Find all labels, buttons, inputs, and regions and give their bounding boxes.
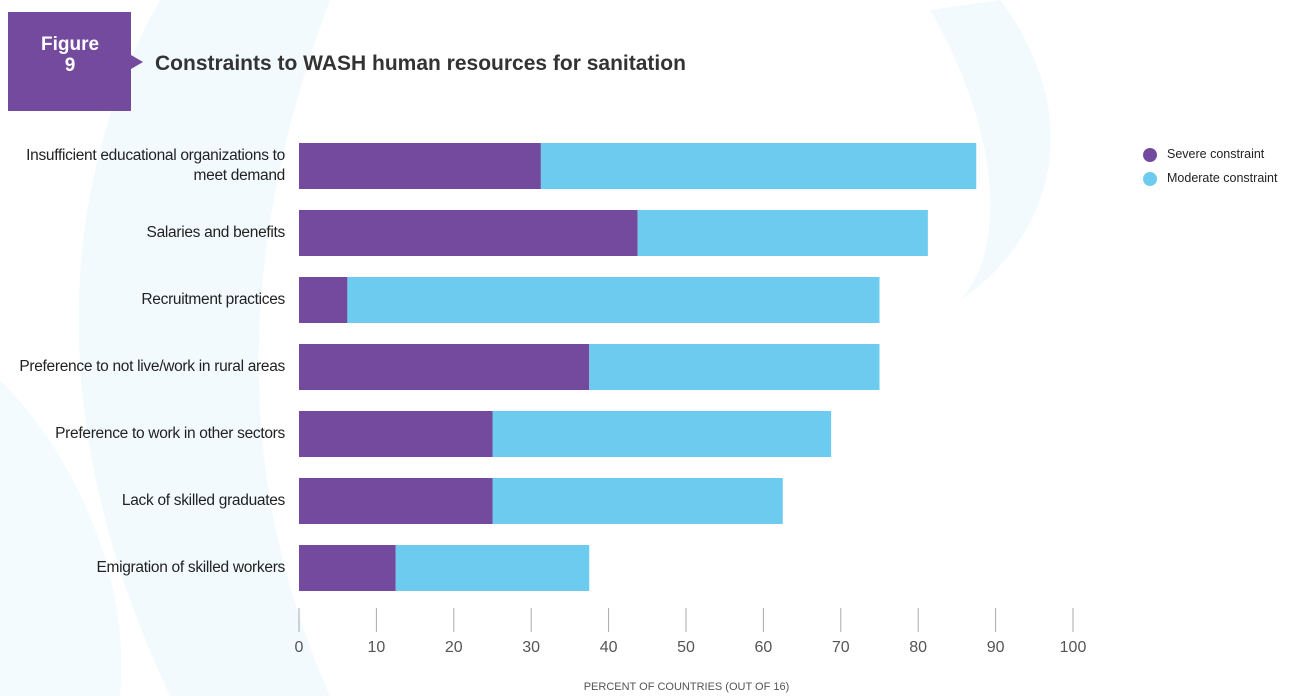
bar-segment [299, 478, 493, 524]
category-label: Preference to work in other sectors [55, 425, 285, 442]
figure-label: Figure 9 [40, 34, 100, 76]
bar-segment [492, 411, 832, 457]
x-tick-label: 20 [444, 639, 463, 656]
x-tick-label: 70 [831, 639, 850, 656]
x-tick-label: 0 [294, 639, 304, 656]
bar-segment [540, 143, 977, 189]
x-tick-label: 100 [1059, 639, 1087, 656]
category-label: Recruitment practices [141, 291, 285, 308]
category-label: Emigration of skilled workers [96, 559, 285, 576]
bar-segment [299, 344, 590, 390]
badge-pointer [131, 55, 143, 69]
bar-segment [492, 478, 783, 524]
background-shape [78, 0, 331, 696]
bar-segment [395, 545, 590, 591]
bar-segment [637, 210, 928, 256]
bar-segment [299, 210, 638, 256]
x-tick-label: 90 [986, 639, 1005, 656]
legend-label: Moderate constraint [1167, 171, 1278, 185]
bar-segment [299, 545, 396, 591]
x-tick-label: 60 [754, 639, 773, 656]
background-shape [0, 380, 122, 696]
x-tick-label: 50 [677, 639, 695, 656]
category-label: Lack of skilled graduates [121, 492, 285, 509]
x-axis-label: PERCENT OF COUNTRIES (OUT OF 16) [583, 681, 790, 693]
plot [298, 143, 1074, 632]
legend-swatch [1143, 172, 1157, 186]
category-label: Insufficient educational organizations t… [26, 147, 285, 184]
bar-segment [299, 411, 493, 457]
bar-segment [347, 277, 880, 323]
bar-segment [299, 143, 541, 189]
legend-swatch [1143, 148, 1157, 162]
x-tick-label: 30 [522, 639, 541, 656]
category-label: Preference to not live/work in rural are… [19, 358, 285, 375]
x-tick-label: 10 [367, 639, 386, 656]
x-tick-label: 80 [909, 639, 928, 656]
bar-segment [299, 277, 348, 323]
x-tick-label: 40 [599, 639, 618, 656]
legend-label: Severe constraint [1167, 147, 1265, 161]
bar-segment [589, 344, 880, 390]
figure-badge [8, 12, 131, 111]
category-label: Salaries and benefits [146, 224, 286, 241]
chart-title: Constraints to WASH human resources for … [155, 52, 686, 75]
background-shape [930, 0, 1051, 300]
